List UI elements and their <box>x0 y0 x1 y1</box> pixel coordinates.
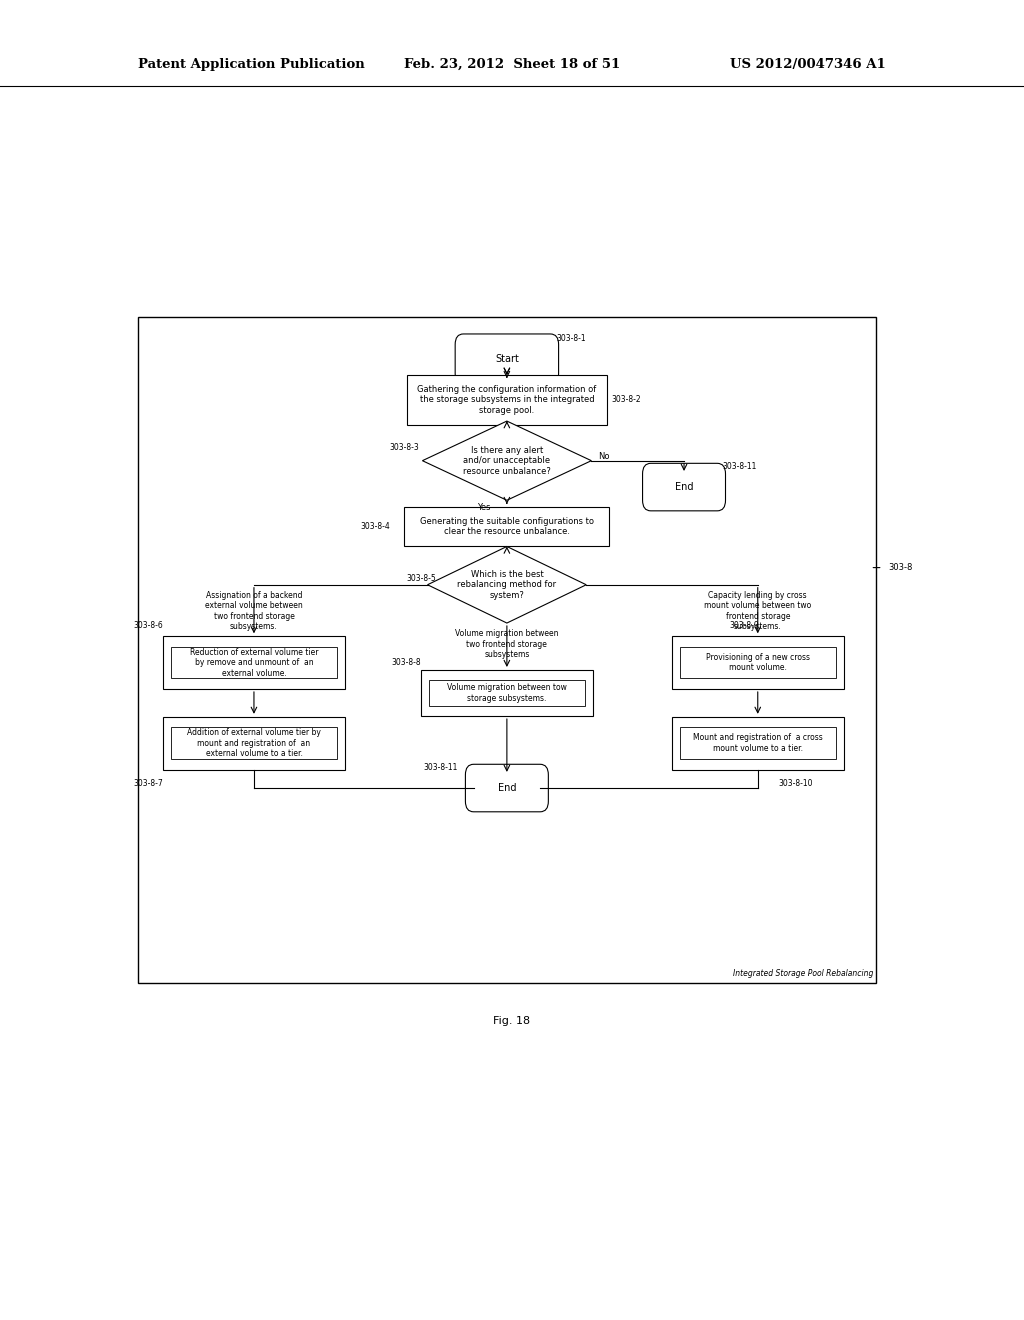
Text: 303-8-5: 303-8-5 <box>407 574 436 582</box>
Text: Capacity lending by cross
mount volume between two
frontend storage
subsystems.: Capacity lending by cross mount volume b… <box>705 591 811 631</box>
Text: Provisioning of a new cross
mount volume.: Provisioning of a new cross mount volume… <box>706 653 810 672</box>
Text: 303-8-4: 303-8-4 <box>360 523 390 531</box>
Bar <box>404 507 609 546</box>
Text: Yes: Yes <box>476 503 490 512</box>
Text: 303-8-1: 303-8-1 <box>556 334 586 343</box>
Bar <box>138 317 876 983</box>
Text: 303-8-11: 303-8-11 <box>722 462 757 471</box>
Text: No: No <box>598 453 609 461</box>
Text: 303-8-9: 303-8-9 <box>729 620 759 630</box>
Bar <box>163 717 345 770</box>
Polygon shape <box>422 421 592 500</box>
Text: US 2012/0047346 A1: US 2012/0047346 A1 <box>730 58 886 71</box>
FancyBboxPatch shape <box>455 334 559 384</box>
Text: Reduction of external volume tier
by remove and unmount of  an
external volume.: Reduction of external volume tier by rem… <box>189 648 318 677</box>
Text: Volume migration between tow
storage subsystems.: Volume migration between tow storage sub… <box>446 684 567 702</box>
Text: Generating the suitable configurations to
clear the resource unbalance.: Generating the suitable configurations t… <box>420 517 594 536</box>
Text: 303-8-11: 303-8-11 <box>423 763 458 772</box>
Text: 303-8-2: 303-8-2 <box>611 396 641 404</box>
Text: 303-8-6: 303-8-6 <box>133 620 163 630</box>
Text: End: End <box>498 783 516 793</box>
Bar <box>421 671 593 715</box>
Bar <box>171 647 337 678</box>
Text: End: End <box>675 482 693 492</box>
Bar <box>407 375 606 425</box>
Text: Fig. 18: Fig. 18 <box>494 1016 530 1027</box>
Text: Patent Application Publication: Patent Application Publication <box>138 58 365 71</box>
Text: 303-8-10: 303-8-10 <box>778 779 813 788</box>
Text: 303-8: 303-8 <box>888 564 912 572</box>
Polygon shape <box>428 546 586 623</box>
Bar <box>672 636 844 689</box>
Text: Volume migration between
two frontend storage
subsystems: Volume migration between two frontend st… <box>455 630 559 659</box>
Text: Gathering the configuration information of
the storage subsystems in the integra: Gathering the configuration information … <box>417 385 597 414</box>
Text: Integrated Storage Pool Rebalancing: Integrated Storage Pool Rebalancing <box>733 969 873 978</box>
Bar <box>171 727 337 759</box>
Text: Mount and registration of  a cross
mount volume to a tier.: Mount and registration of a cross mount … <box>693 734 822 752</box>
Text: Addition of external volume tier by
mount and registration of  an
external volum: Addition of external volume tier by moun… <box>187 729 321 758</box>
Text: 303-8-3: 303-8-3 <box>389 444 419 451</box>
Text: Start: Start <box>495 354 519 364</box>
FancyBboxPatch shape <box>465 764 549 812</box>
Text: Is there any alert
and/or unacceptable
resource unbalance?: Is there any alert and/or unacceptable r… <box>463 446 551 475</box>
Bar <box>680 727 836 759</box>
Bar <box>680 647 836 678</box>
Text: 303-8-7: 303-8-7 <box>133 779 163 788</box>
FancyBboxPatch shape <box>643 463 725 511</box>
Text: Which is the best
rebalancing method for
system?: Which is the best rebalancing method for… <box>458 570 556 599</box>
Text: Feb. 23, 2012  Sheet 18 of 51: Feb. 23, 2012 Sheet 18 of 51 <box>403 58 621 71</box>
Text: 303-8-8: 303-8-8 <box>391 657 421 667</box>
Bar <box>429 681 585 706</box>
Text: Assignation of a backend
external volume between
two frontend storage
subsystems: Assignation of a backend external volume… <box>205 591 303 631</box>
Bar <box>672 717 844 770</box>
Bar <box>163 636 345 689</box>
